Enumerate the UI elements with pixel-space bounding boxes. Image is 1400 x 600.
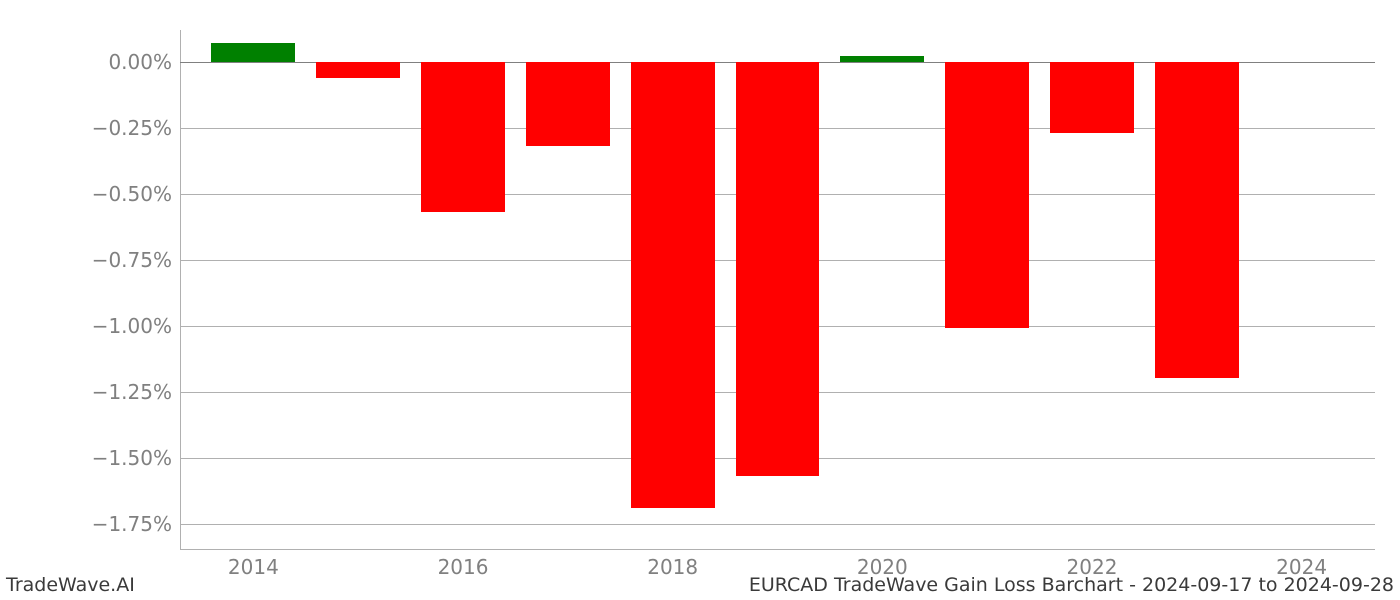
- bar: [211, 43, 295, 61]
- x-tick-label: 2022: [1067, 555, 1118, 579]
- bar: [840, 56, 924, 61]
- y-tick-label: −1.75%: [72, 512, 172, 536]
- footer-brand: TradeWave.AI: [6, 574, 135, 596]
- y-tick-label: 0.00%: [72, 50, 172, 74]
- grid-line: [180, 524, 1375, 525]
- y-tick-label: −1.25%: [72, 380, 172, 404]
- y-tick-label: −0.75%: [72, 248, 172, 272]
- bar: [1050, 62, 1134, 133]
- bar: [526, 62, 610, 146]
- y-tick-label: −0.25%: [72, 116, 172, 140]
- axis-spine-bottom: [180, 549, 1375, 550]
- y-tick-label: −1.50%: [72, 446, 172, 470]
- bar: [316, 62, 400, 78]
- bar: [631, 62, 715, 508]
- plot-area: [180, 30, 1375, 550]
- bar: [1155, 62, 1239, 379]
- bar: [421, 62, 505, 212]
- x-tick-label: 2020: [857, 555, 908, 579]
- x-tick-label: 2014: [228, 555, 279, 579]
- bar: [736, 62, 820, 476]
- axis-spine-left: [180, 30, 181, 550]
- x-tick-label: 2024: [1276, 555, 1327, 579]
- bar: [945, 62, 1029, 329]
- y-tick-label: −0.50%: [72, 182, 172, 206]
- x-tick-label: 2018: [647, 555, 698, 579]
- y-tick-label: −1.00%: [72, 314, 172, 338]
- x-tick-label: 2016: [438, 555, 489, 579]
